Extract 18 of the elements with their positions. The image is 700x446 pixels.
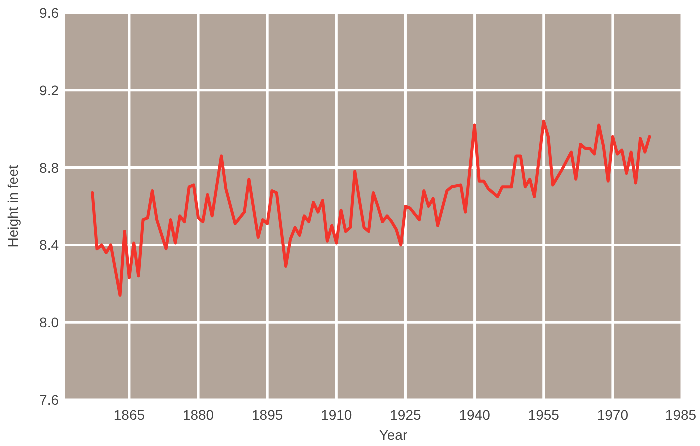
x-tick-label: 1985: [665, 407, 697, 423]
x-axis-title: Year: [379, 427, 408, 443]
y-axis-title: Height in feet: [5, 165, 21, 248]
x-tick-label: 1880: [182, 407, 214, 423]
x-tick-label: 1895: [252, 407, 284, 423]
y-tick-label: 8.4: [40, 237, 60, 254]
x-tick-label: 1865: [114, 407, 146, 423]
y-tick-label: 9.6: [40, 5, 60, 21]
y-tick-label: 8.0: [40, 314, 60, 331]
x-tick-label: 1955: [528, 407, 560, 423]
x-tick-label: 1940: [459, 407, 491, 423]
x-tick-label: 1970: [597, 407, 629, 423]
y-tick-label: 8.8: [40, 160, 60, 176]
y-tick-label: 9.2: [40, 82, 60, 98]
x-tick-label: 1925: [390, 407, 422, 423]
x-tick-label: 1910: [321, 407, 352, 423]
line-series: [91, 120, 652, 298]
y-tick-label: 7.6: [40, 392, 60, 408]
